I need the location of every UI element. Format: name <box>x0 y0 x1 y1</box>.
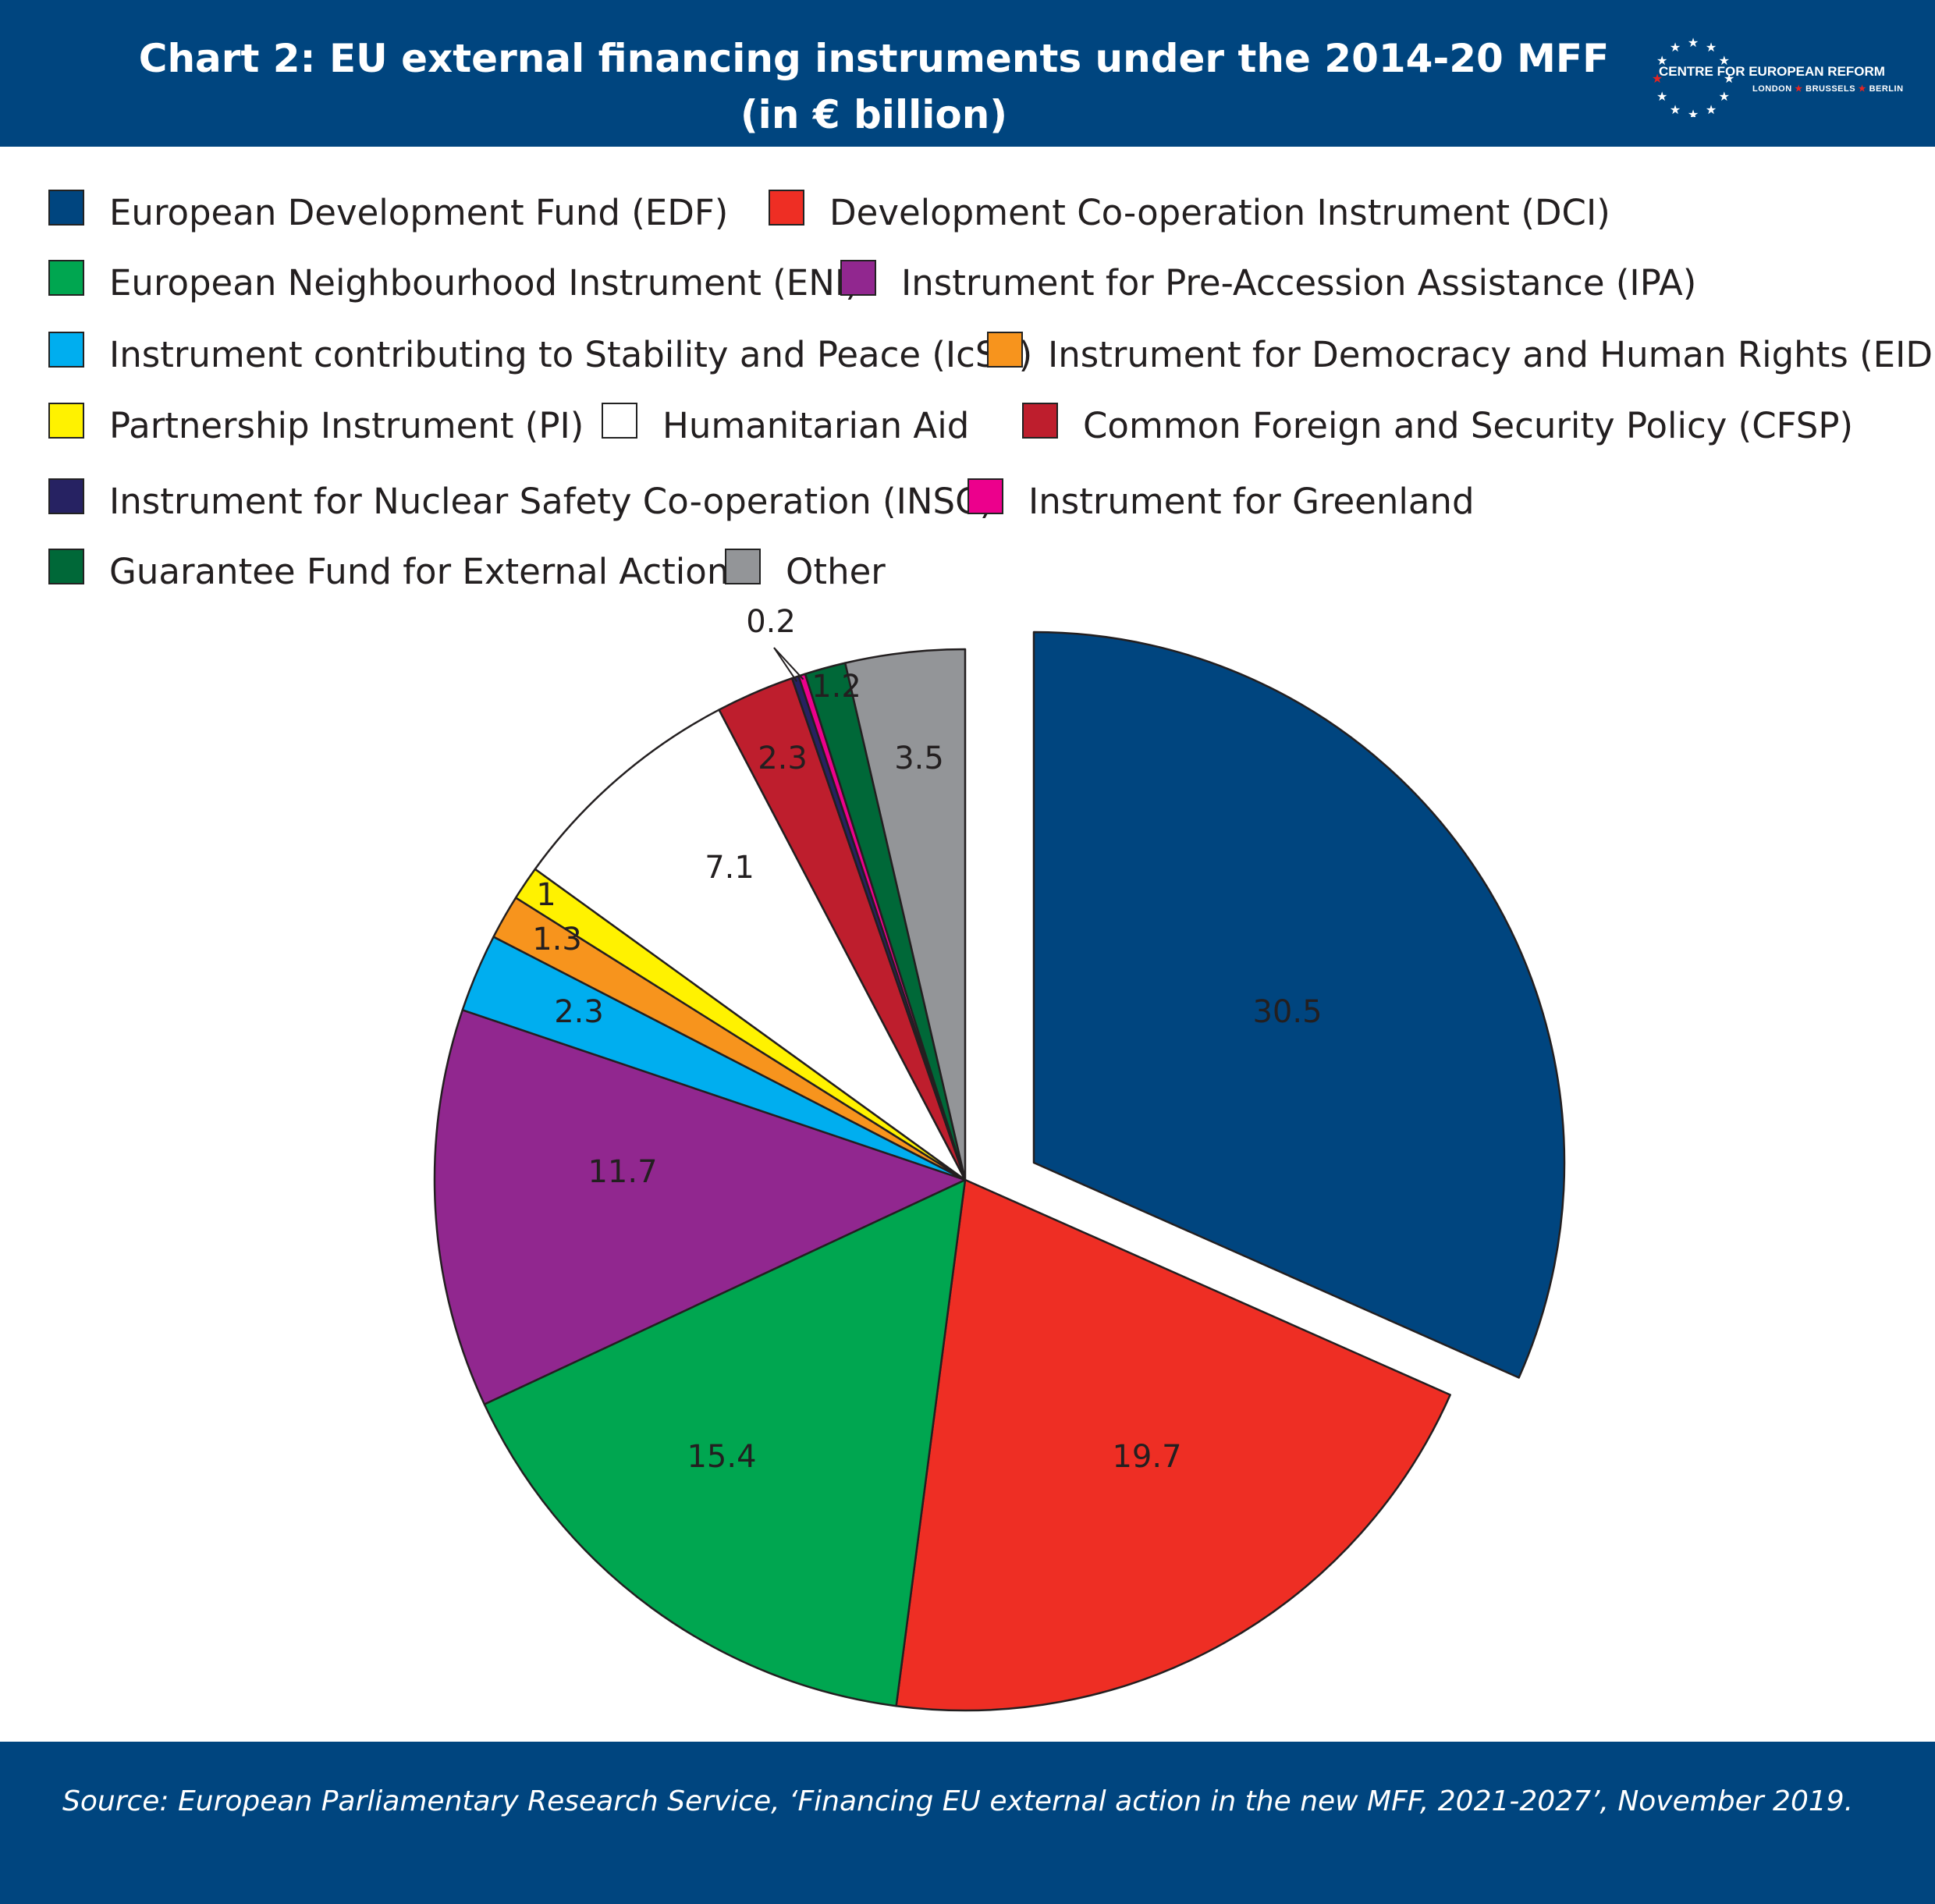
data-label: 2.3 <box>554 994 604 1030</box>
data-label: 11.7 <box>588 1154 657 1190</box>
legend-label: Instrument for Pre-Accession Assistance … <box>901 262 1697 304</box>
legend-swatch <box>840 260 876 296</box>
chart-subtitle: (in € billion) <box>740 92 1008 137</box>
legend-label: Common Foreign and Security Policy (CFSP… <box>1083 405 1854 446</box>
logo-star-icon: ★ <box>1706 102 1717 117</box>
pie-slice <box>433 1009 967 1405</box>
data-label: 1 <box>536 877 556 913</box>
logo-star-icon: ★ <box>1688 107 1699 117</box>
data-label: 2.3 <box>758 741 808 776</box>
legend-swatch <box>725 549 761 584</box>
pie-slice <box>895 1178 1451 1712</box>
logo-star-icon: ★ <box>1858 84 1867 94</box>
legend-swatch <box>987 332 1023 368</box>
data-label: 7.1 <box>705 850 754 886</box>
legend-label: Other <box>786 551 886 592</box>
logo-star-icon: ★ <box>1670 102 1681 117</box>
logo-city: LONDON <box>1752 84 1792 94</box>
legend-label: Partnership Instrument (PI) <box>109 405 584 446</box>
logo-star-icon: ★ <box>1656 89 1667 104</box>
legend-swatch <box>48 190 84 226</box>
source-note: Source: European Parliamentary Research … <box>62 1785 1854 1817</box>
legend-swatch <box>48 260 84 296</box>
logo-star-icon: ★ <box>1688 35 1699 50</box>
legend-label: Instrument for Nuclear Safety Co-operati… <box>109 481 994 522</box>
data-label: 15.4 <box>687 1439 756 1475</box>
legend-label: Development Co-operation Instrument (DCI… <box>829 192 1610 233</box>
legend-swatch <box>48 403 84 439</box>
leader-line <box>773 647 798 683</box>
legend-swatch <box>602 403 637 439</box>
logo-star-icon: ★ <box>1652 71 1663 86</box>
data-label: 19.7 <box>1112 1439 1181 1475</box>
legend-label: Humanitarian Aid <box>662 405 970 446</box>
leader-line <box>773 647 804 680</box>
legend-swatch <box>968 478 1003 514</box>
header-bar <box>0 0 1935 147</box>
cer-logo-stars-icon: ★ ★★★★★★★★★★★ <box>1652 35 1734 117</box>
legend-label: Instrument for Greenland <box>1028 481 1475 522</box>
legend-swatch <box>1022 403 1058 439</box>
logo-star-icon: ★ <box>1724 71 1734 86</box>
pie-slice <box>483 1178 967 1707</box>
data-label: 0.2 <box>746 604 796 640</box>
legend-label: European Neighbourhood Instrument (ENI) <box>109 262 859 304</box>
data-label: 1.2 <box>811 669 861 705</box>
logo-star-icon: ★ <box>1719 89 1730 104</box>
logo-cities: LONDON ★ BRUSSELS ★ BERLIN <box>1752 83 1904 94</box>
logo-city: BERLIN <box>1869 84 1904 94</box>
pie-slice <box>843 648 967 1181</box>
logo-star-icon: ★ <box>1656 53 1667 68</box>
pie-slice <box>534 709 967 1181</box>
data-label: 3.5 <box>894 741 944 776</box>
logo-star-icon: ★ <box>1795 84 1803 94</box>
legend-swatch <box>769 190 804 226</box>
legend-label: Guarantee Fund for External Actions <box>109 551 747 592</box>
logo-name: CENTRE FOR EUROPEAN REFORM <box>1659 64 1885 79</box>
legend-swatch <box>48 332 84 368</box>
data-label: 1.3 <box>532 922 582 957</box>
logo-star-icon: ★ <box>1670 40 1681 55</box>
pie-slice <box>1032 631 1566 1379</box>
legend-swatch <box>48 478 84 514</box>
data-label: 30.5 <box>1252 994 1322 1030</box>
legend-label: Instrument contributing to Stability and… <box>109 334 1033 375</box>
chart-title: Chart 2: EU external financing instrumen… <box>138 36 1610 81</box>
logo-star-icon: ★ <box>1719 53 1730 68</box>
logo-city: BRUSSELS <box>1805 84 1856 94</box>
legend-swatch <box>48 549 84 584</box>
legend-label: European Development Fund (EDF) <box>109 192 729 233</box>
legend-label: Instrument for Democracy and Human Right… <box>1048 334 1935 375</box>
logo-star-icon: ★ <box>1706 40 1717 55</box>
footer-bar <box>0 1742 1935 1904</box>
